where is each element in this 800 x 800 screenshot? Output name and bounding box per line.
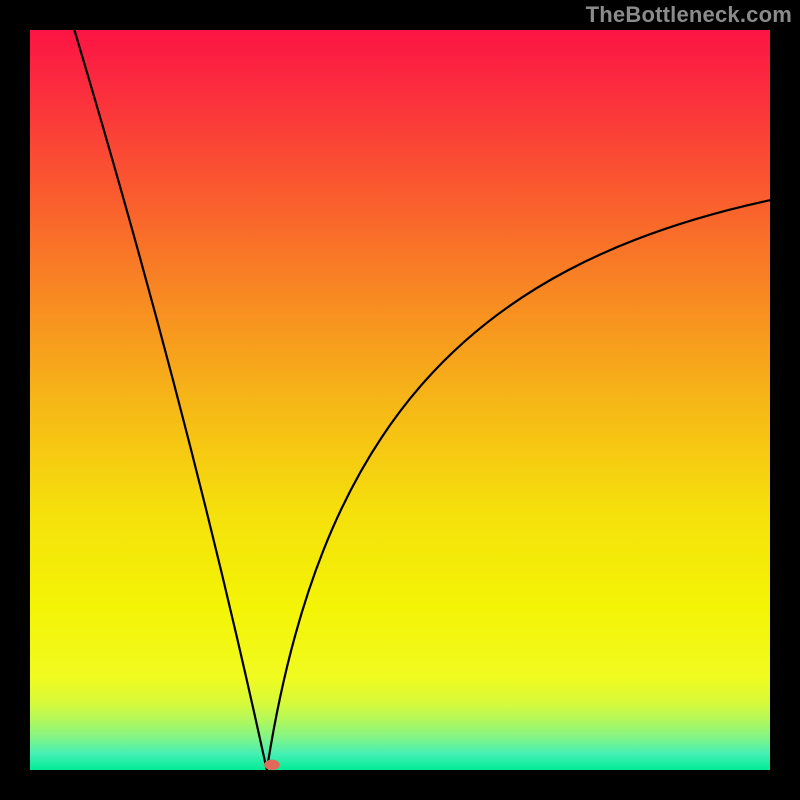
notch-marker bbox=[264, 760, 280, 770]
chart-frame: TheBottleneck.com bbox=[0, 0, 800, 800]
plot-background bbox=[30, 30, 770, 770]
bottleneck-plot bbox=[0, 0, 800, 800]
watermark-text: TheBottleneck.com bbox=[586, 2, 792, 28]
